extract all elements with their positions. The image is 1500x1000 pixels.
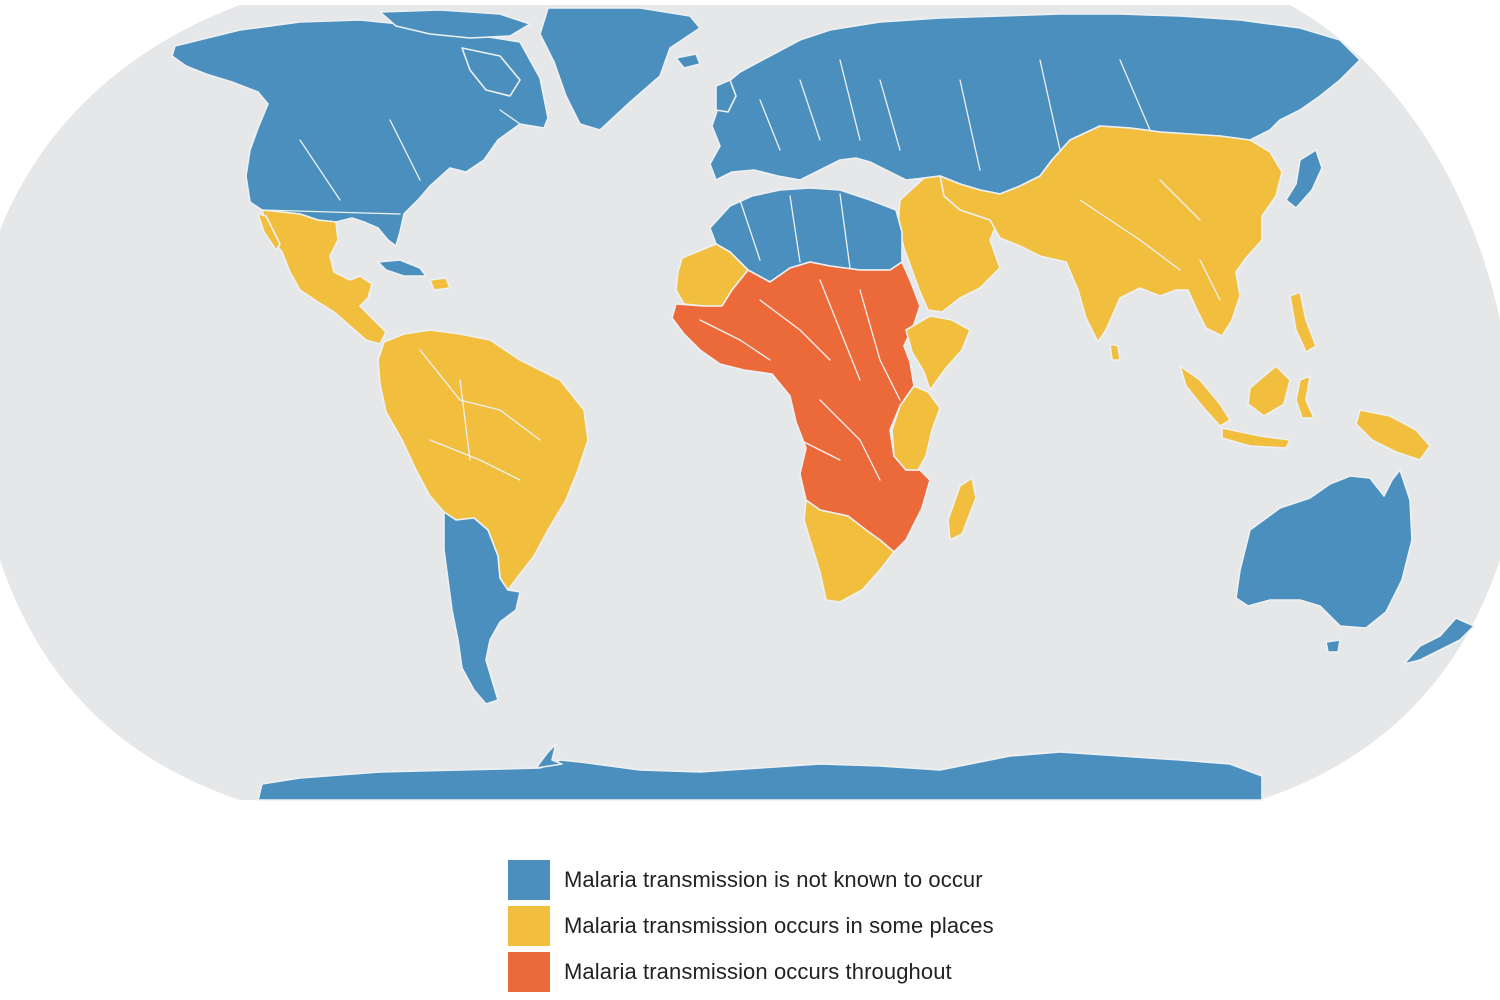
region-horn-of-africa [905,315,971,391]
region-cuba [377,259,427,277]
region-australia [1235,469,1413,629]
region-south-america-north [377,329,589,591]
legend-label-not-known: Malaria transmission is not known to occ… [564,867,983,892]
region-south-america-south [443,511,521,705]
region-south-east-asia [939,125,1283,343]
region-greenland [539,7,701,131]
region-new-zealand [1403,617,1475,665]
region-southern-africa [803,499,895,603]
world-map [0,5,1500,801]
region-baja [257,213,281,251]
region-antarctic-peninsula [535,743,563,769]
region-sulawesi [1295,375,1315,419]
region-sumatra [1179,365,1231,427]
region-uk [715,79,737,113]
region-arctic-islands [379,9,531,39]
legend-swatch-throughout [508,952,550,992]
region-japan [1285,149,1323,209]
legend-swatch-some-places [508,906,550,946]
region-java [1221,427,1291,449]
region-new-guinea [1355,409,1431,461]
region-madagascar [947,477,977,541]
region-tasmania [1325,639,1341,653]
country-borders [261,59,1221,481]
world-map-svg [0,5,1500,801]
region-east-africa [891,385,941,471]
map-legend: Malaria transmission is not known to occ… [508,858,1208,996]
region-borneo [1247,365,1291,417]
region-mexico-central-america [261,209,387,345]
legend-label-throughout: Malaria transmission occurs throughout [564,959,952,984]
region-baffin [461,47,521,97]
region-iceland [675,53,701,69]
region-philippines [1289,291,1317,353]
legend-item-some-places: Malaria transmission occurs in some plac… [508,904,1208,948]
region-sri-lanka [1109,343,1121,361]
region-north-america [171,19,549,247]
legend-swatch-not-known [508,860,550,900]
legend-item-throughout: Malaria transmission occurs throughout [508,950,1208,994]
legend-item-not-known: Malaria transmission is not known to occ… [508,858,1208,902]
region-antarctica [257,751,1263,801]
region-hispaniola [429,277,451,291]
legend-label-some-places: Malaria transmission occurs in some plac… [564,913,994,938]
